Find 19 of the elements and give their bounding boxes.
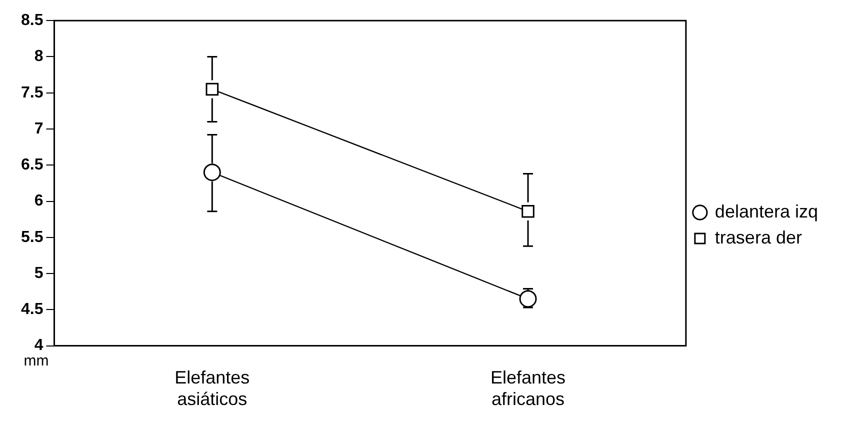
y-tick-label: 8.5: [20, 12, 44, 30]
y-tick-label: 8: [34, 48, 44, 66]
y-axis-title: mm: [24, 352, 49, 370]
y-tick-label: 6: [34, 192, 44, 210]
y-tick-label: 7: [34, 120, 44, 138]
x-tick-label: Elefantes asiáticos: [174, 368, 250, 410]
point: [203, 164, 221, 182]
point: [206, 82, 219, 96]
y-tick-label: 5.5: [20, 228, 44, 246]
y-tick-label: 6.5: [20, 156, 44, 174]
y-tick-label: 5: [34, 264, 44, 282]
point: [522, 204, 534, 218]
legend-label: delantera izq: [714, 201, 818, 222]
y-tick-label: 7.5: [20, 84, 44, 102]
y-tick-label: 4.5: [20, 301, 44, 318]
x-tick-label: Elefantes africanos: [490, 368, 566, 410]
point: [519, 290, 537, 308]
legend-label: trasera der: [714, 227, 802, 248]
y-tick-label: 4: [34, 337, 44, 354]
